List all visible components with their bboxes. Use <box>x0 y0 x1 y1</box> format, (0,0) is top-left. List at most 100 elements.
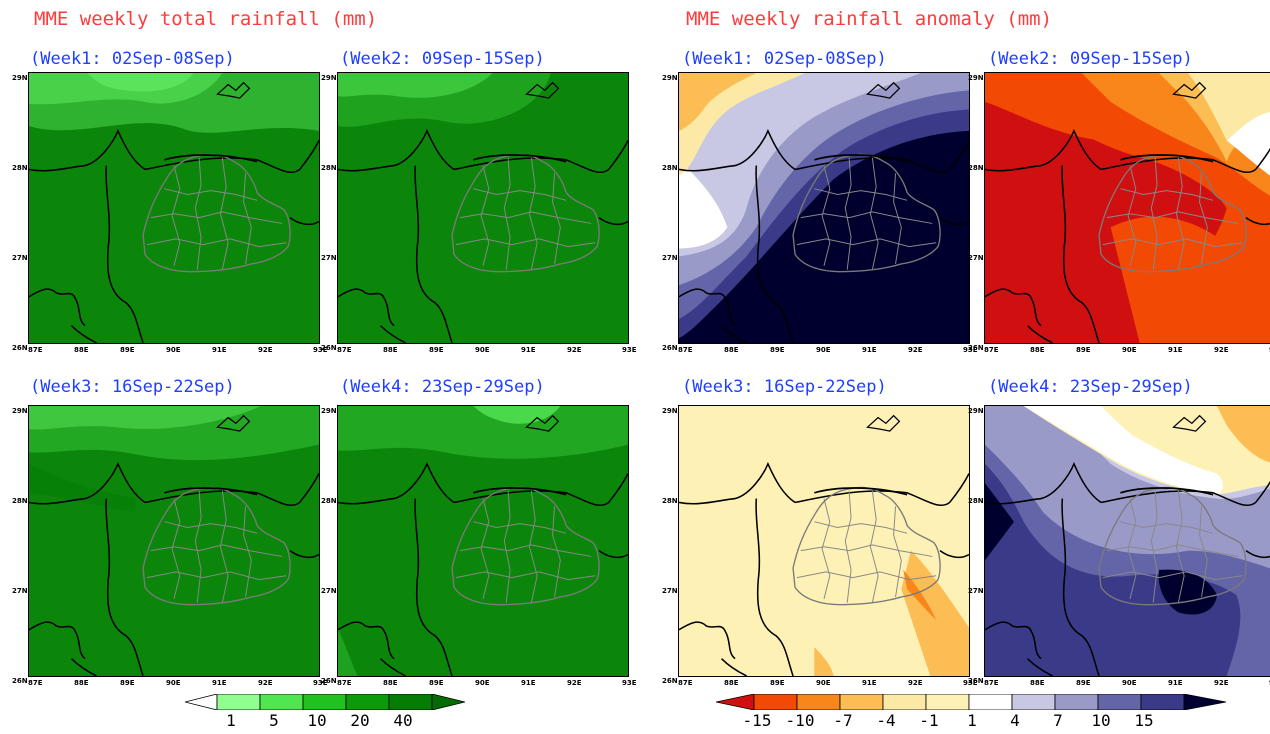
lat-tick-label: 27N <box>321 587 337 595</box>
lon-tick-label: 92E <box>567 679 582 687</box>
district-boundary <box>480 165 490 266</box>
map-anomaly-week3 <box>678 405 970 677</box>
district-boundary <box>800 211 933 224</box>
cbar-anom-label-m15: -15 <box>742 711 772 730</box>
lon-tick-label: 93E <box>622 346 637 354</box>
country-border-line <box>720 325 748 343</box>
country-border-line <box>105 165 144 343</box>
cbar-total-label-20: 20 <box>350 711 370 730</box>
country-border-line <box>794 140 969 174</box>
district-boundary <box>146 571 287 581</box>
district-boundary <box>1150 490 1158 603</box>
district-boundary <box>219 490 229 603</box>
cbar-total-arrow-high <box>431 694 465 710</box>
lon-tick-label: 92E <box>258 679 273 687</box>
bhutan-north-border <box>473 154 567 163</box>
country-border-line <box>70 658 98 676</box>
bhutan-outline <box>792 153 941 273</box>
lon-tick-label: 89E <box>1076 346 1091 354</box>
country-border-line <box>755 165 794 343</box>
country-border-line <box>1100 147 1270 174</box>
lat-tick-label: 29N <box>12 407 28 415</box>
country-border-line <box>1245 550 1270 559</box>
lake-outline <box>866 414 901 432</box>
bhutan-north-border <box>1120 154 1214 163</box>
district-boundary <box>814 521 908 534</box>
country-border-line <box>1026 658 1054 676</box>
lake-outline <box>1172 81 1207 99</box>
anomaly-week4-label: (Week4: 23Sep-29Sep) <box>988 377 1193 397</box>
map-total-week4 <box>337 405 629 677</box>
lon-tick-label: 87E <box>984 346 999 354</box>
lat-tick-label: 26N <box>12 677 28 685</box>
district-boundary <box>1175 157 1185 270</box>
lake-outline <box>216 414 251 432</box>
bhutan-outline <box>142 486 291 606</box>
lat-tick-label: 27N <box>662 587 678 595</box>
lon-tick-label: 90E <box>816 346 831 354</box>
country-border-line <box>70 325 98 343</box>
country-border-line <box>105 498 144 676</box>
total-week1-label: (Week1: 02Sep-08Sep) <box>30 49 235 69</box>
lon-tick-label: 88E <box>724 346 739 354</box>
cbar-anom-bin-4 <box>882 694 927 710</box>
lon-tick-label: 90E <box>475 679 490 687</box>
bhutan-north-border <box>164 154 258 163</box>
district-boundary <box>171 498 181 599</box>
district-boundary <box>821 165 831 266</box>
cbar-anom-bin-2 <box>796 694 841 710</box>
lake-outline <box>866 81 901 99</box>
rainfall-contour-region <box>985 463 1241 676</box>
lat-tick-label: 28N <box>662 497 678 505</box>
rainfall-contour-region <box>338 73 493 98</box>
lake-outline <box>216 81 251 99</box>
country-border-line <box>453 140 628 174</box>
bhutan-outline <box>451 486 600 606</box>
cbar-anom-label-10: 10 <box>1091 711 1111 730</box>
cbar-anom-label-1: 1 <box>967 711 977 730</box>
bhutan-north-border <box>164 487 258 496</box>
map-anomaly-week4 <box>984 405 1270 677</box>
cbar-anom-bin-8 <box>1054 694 1099 710</box>
bhutan-north-border <box>473 487 567 496</box>
country-border-line <box>289 550 319 559</box>
lon-tick-label: 91E <box>862 346 877 354</box>
lon-tick-label: 87E <box>337 346 352 354</box>
country-border-line <box>414 498 453 676</box>
rainfall-contour-region <box>1188 73 1270 141</box>
lon-tick-label: 90E <box>166 346 181 354</box>
rainfall-contour-region <box>1023 406 1223 495</box>
cbar-anom-arrow-high <box>1183 694 1226 710</box>
district-boundary <box>869 490 879 603</box>
district-boundary <box>146 238 287 248</box>
district-boundary <box>194 157 202 270</box>
cbar-total-arrow-low <box>185 694 218 710</box>
lon-tick-label: 91E <box>862 679 877 687</box>
lon-tick-label: 88E <box>74 679 89 687</box>
country-border-line <box>338 128 455 172</box>
district-boundary <box>869 157 879 270</box>
map-total-week3 <box>28 405 320 677</box>
rainfall-contour-region <box>903 569 937 621</box>
lat-tick-label: 29N <box>662 74 678 82</box>
rainfall-contour-region <box>87 73 194 92</box>
anomaly-week1-label: (Week1: 02Sep-08Sep) <box>682 49 887 69</box>
country-border-line <box>29 621 86 660</box>
country-border-line <box>794 473 969 507</box>
country-border-line <box>1026 325 1054 343</box>
lon-tick-label: 93E <box>963 679 978 687</box>
lat-tick-label: 26N <box>321 344 337 352</box>
lat-tick-label: 27N <box>12 587 28 595</box>
lon-tick-label: 90E <box>816 679 831 687</box>
district-boundary <box>800 544 933 557</box>
district-boundary <box>219 157 229 270</box>
country-border-line <box>939 217 969 226</box>
cbar-anom-bin-1 <box>753 694 798 710</box>
district-boundary <box>1102 238 1243 248</box>
district-boundary <box>814 188 908 201</box>
lon-tick-label: 89E <box>770 679 785 687</box>
district-boundary <box>796 238 937 248</box>
country-border-line <box>939 550 969 559</box>
lat-tick-label: 29N <box>968 407 984 415</box>
country-border-line <box>679 288 736 327</box>
